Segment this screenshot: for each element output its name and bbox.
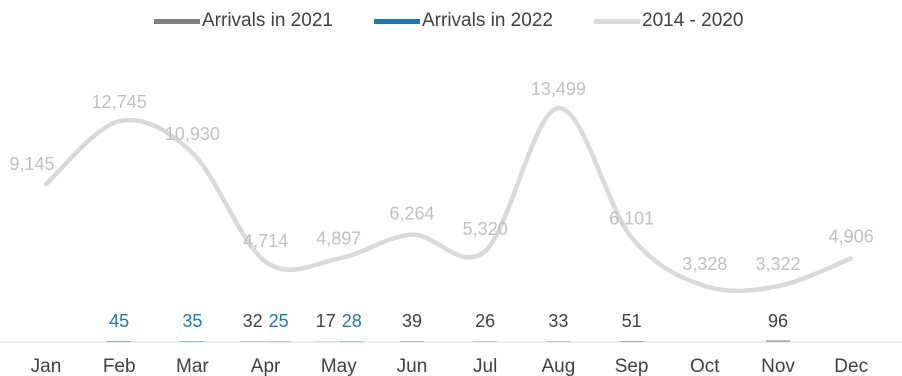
x-tick-jan: Jan — [31, 356, 62, 376]
line-label-oct: 3,328 — [682, 254, 727, 274]
legend-item-2021: Arrivals in 2021 — [154, 9, 333, 33]
x-tick-may: May — [321, 356, 357, 376]
line-label-jul: 5,320 — [463, 219, 508, 239]
line-label-aug: 13,499 — [531, 79, 586, 99]
line-label-jun: 6,264 — [389, 204, 434, 224]
legend-label-2022: Arrivals in 2022 — [422, 10, 553, 31]
x-tick-aug: Aug — [541, 356, 575, 376]
data-label-layer: 9,145 12,745 10,930 4,714 4,897 6,264 5,320 13,… — [9, 79, 873, 331]
x-tick-jun: Jun — [397, 356, 428, 376]
x-tick-apr: Apr — [251, 356, 281, 376]
legend-item-2014-2020: 2014 - 2020 — [594, 9, 743, 33]
line-series-layer — [43, 105, 854, 294]
legend-swatch-2021 — [154, 18, 200, 24]
line-2014-2020 — [43, 105, 854, 294]
bar-label-2021-may: 17 — [316, 311, 336, 331]
x-tick-oct: Oct — [690, 356, 720, 376]
x-tick-mar: Mar — [176, 356, 209, 376]
legend-item-2022: Arrivals in 2022 — [374, 9, 553, 33]
bar-label-2021-sep: 51 — [622, 311, 642, 331]
bar-2021-nov — [766, 340, 790, 342]
line-label-may: 4,897 — [316, 229, 361, 249]
x-tick-jul: Jul — [473, 356, 497, 376]
bar-label-2021-nov: 96 — [768, 311, 788, 331]
bar-label-2022-apr: 25 — [269, 311, 289, 331]
legend-swatch-2014-2020 — [594, 18, 640, 24]
line-label-sep: 6,101 — [609, 208, 654, 228]
bar-label-2022-feb: 45 — [109, 311, 129, 331]
line-label-dec: 4,906 — [829, 226, 874, 246]
bar-2021-sep — [619, 340, 644, 342]
bar-label-2022-may: 28 — [342, 311, 362, 331]
bar-label-2022-mar: 35 — [182, 311, 202, 331]
bar-label-2021-jul: 26 — [475, 311, 495, 331]
x-tick-dec: Dec — [834, 356, 868, 376]
x-tick-sep: Sep — [615, 356, 649, 376]
legend-label-2021: Arrivals in 2021 — [202, 10, 333, 31]
line-label-feb: 12,745 — [92, 92, 147, 112]
bar-label-2021-aug: 33 — [548, 311, 568, 331]
x-tick-feb: Feb — [103, 356, 136, 376]
legend-swatch-2022 — [374, 18, 420, 24]
legend-label-2014-2020: 2014 - 2020 — [642, 10, 744, 31]
line-label-mar: 10,930 — [165, 124, 220, 144]
x-axis-labels: Jan Feb Mar Apr May Jun Jul Aug Sep Oct Nov Dec — [31, 356, 868, 376]
chart-legend: Arrivals in 2021 Arrivals in 2022 2014 -… — [0, 9, 902, 33]
bar-label-2021-apr: 32 — [243, 311, 263, 331]
line-label-jan: 9,145 — [9, 154, 54, 174]
line-label-nov: 3,322 — [755, 254, 800, 274]
bar-label-2021-jun: 39 — [402, 311, 422, 331]
x-tick-nov: Nov — [761, 356, 795, 376]
line-label-apr: 4,714 — [243, 231, 288, 251]
